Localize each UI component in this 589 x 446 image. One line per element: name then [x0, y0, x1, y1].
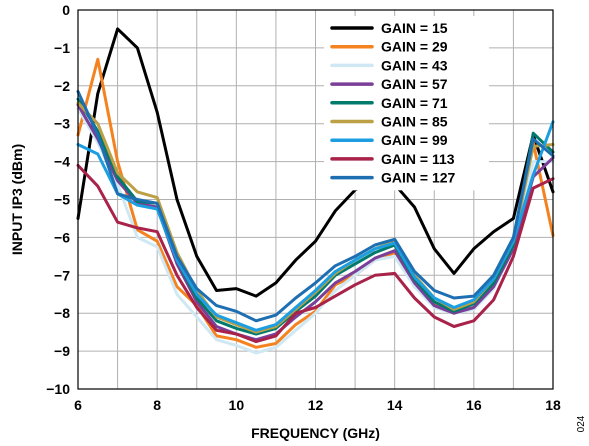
legend-label: GAIN = 85	[381, 114, 448, 130]
legend-label: GAIN = 57	[381, 76, 448, 92]
x-tick-label: 8	[153, 397, 161, 413]
y-tick-label: −3	[54, 116, 70, 132]
x-tick-label: 6	[74, 397, 82, 413]
y-tick-label: −8	[54, 305, 70, 321]
y-tick-label: −4	[54, 154, 70, 170]
y-tick-label: −6	[54, 229, 70, 245]
x-tick-label: 14	[387, 397, 403, 413]
x-tick-label: 10	[229, 397, 245, 413]
series-lines	[76, 27, 555, 355]
y-tick-label: −7	[54, 267, 70, 283]
legend-label: GAIN = 127	[381, 170, 456, 186]
series-line-gain-15	[76, 27, 555, 298]
series-line-gain-99	[76, 120, 555, 332]
x-axis-title: FREQUENCY (GHz)	[251, 425, 380, 441]
legend-label: GAIN = 71	[381, 95, 448, 111]
series-line-gain-127	[76, 90, 555, 323]
legend-label: GAIN = 43	[381, 57, 448, 73]
y-tick-label: −5	[54, 192, 70, 208]
y-axis-title: INPUT IP3 (dBm)	[9, 144, 25, 255]
legend-label: GAIN = 29	[381, 39, 448, 55]
x-tick-labels: 6 8 10 12 14 16 18	[74, 397, 561, 413]
y-tick-label: 0	[62, 2, 70, 18]
legend: GAIN = 15 GAIN = 29 GAIN = 43 GAIN = 57 GAIN…	[330, 20, 456, 186]
x-tick-label: 18	[545, 397, 561, 413]
y-tick-label: −1	[54, 40, 70, 56]
legend-label: GAIN = 113	[381, 151, 455, 167]
y-tick-label: −9	[54, 343, 70, 359]
y-tick-label: −2	[54, 78, 70, 94]
plot-frame	[77, 9, 554, 390]
figure-id: 024	[576, 415, 587, 432]
x-tick-label: 12	[308, 397, 324, 413]
series-line-gain-43	[76, 107, 555, 355]
legend-label: GAIN = 99	[381, 132, 448, 148]
legend-label: GAIN = 15	[381, 20, 448, 36]
x-tick-label: 16	[466, 397, 482, 413]
y-tick-labels: 0 −1 −2 −3 −4 −5 −6 −7 −8 −9 −10	[46, 2, 70, 397]
y-tick-label: −10	[46, 381, 70, 397]
series-line-gain-113	[76, 163, 555, 344]
